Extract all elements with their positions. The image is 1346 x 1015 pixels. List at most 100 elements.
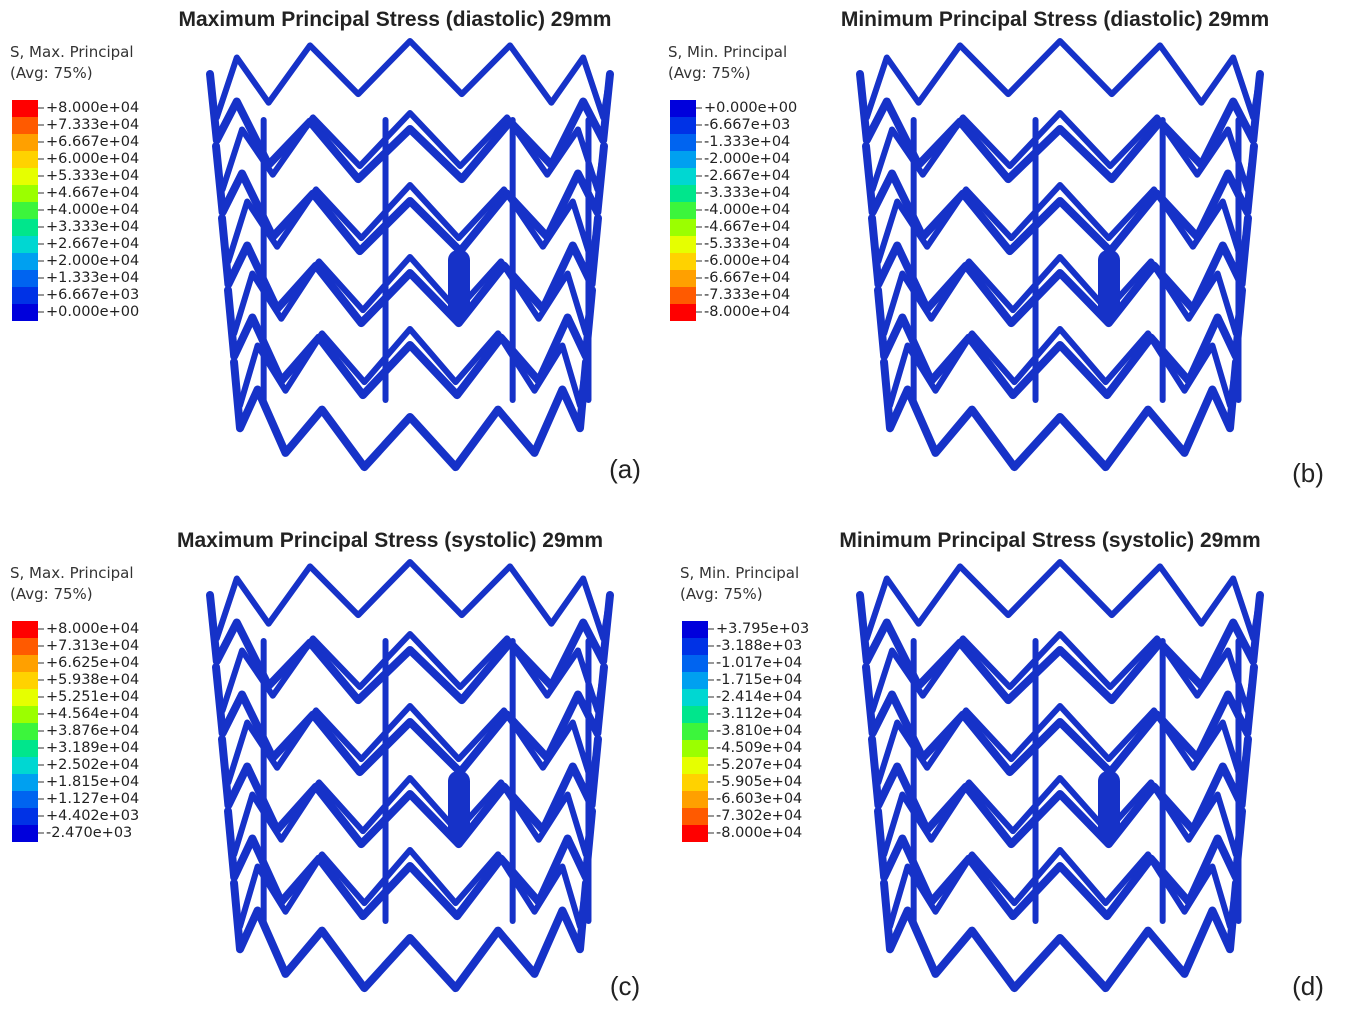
legend-swatch <box>682 672 708 689</box>
legend-swatch <box>12 134 38 151</box>
legend-title: S, Min. Principal <box>668 43 787 61</box>
legend-swatch <box>12 791 38 808</box>
stent-strut <box>860 595 1260 700</box>
legend-swatch <box>682 791 708 808</box>
legend-label: +4.000e+04 <box>46 202 139 218</box>
legend-swatch <box>670 219 696 236</box>
panel: Maximum Principal Stress (systolic) 29mm… <box>10 529 640 1001</box>
legend-swatch <box>682 689 708 706</box>
stent-strut <box>867 562 1260 639</box>
legend-subtitle: (Avg: 75%) <box>680 585 763 603</box>
legend-label: -4.509e+04 <box>716 740 802 756</box>
legend-label: -1.333e+04 <box>704 134 790 150</box>
stent-strut <box>860 74 1260 179</box>
commissure-post <box>448 771 470 841</box>
legend-label: +3.795e+03 <box>716 621 809 637</box>
legend-label: +1.815e+04 <box>46 774 139 790</box>
legend-label: -7.302e+04 <box>716 808 802 824</box>
commissure-post <box>448 250 470 320</box>
legend-title: S, Max. Principal <box>10 564 134 582</box>
legend-swatch <box>670 168 696 185</box>
legend-label: +7.313e+04 <box>46 638 139 654</box>
legend-label: -6.667e+03 <box>704 117 790 133</box>
legend-label: +3.189e+04 <box>46 740 139 756</box>
legend-label: -1.715e+04 <box>716 672 802 688</box>
panel-label: (a) <box>609 454 641 484</box>
legend-label: +3.333e+04 <box>46 219 139 235</box>
legend-swatch <box>682 655 708 672</box>
legend-swatch <box>682 706 708 723</box>
legend-title: S, Min. Principal <box>680 564 799 582</box>
legend-swatch <box>12 287 38 304</box>
legend-label: -6.667e+04 <box>704 270 790 286</box>
legend-swatch <box>682 723 708 740</box>
legend-label: +2.000e+04 <box>46 253 139 269</box>
legend-swatch <box>12 304 38 321</box>
legend-label: +0.000e+00 <box>46 304 139 320</box>
legend-label: +0.000e+00 <box>704 100 797 116</box>
legend-swatch <box>12 100 38 117</box>
legend-swatch <box>682 808 708 825</box>
legend-swatch <box>12 117 38 134</box>
stent-strut <box>867 41 1260 118</box>
legend-label: +1.127e+04 <box>46 791 139 807</box>
legend-swatch <box>670 151 696 168</box>
panel: Maximum Principal Stress (diastolic) 29m… <box>10 8 641 484</box>
legend-label: +4.402e+03 <box>46 808 139 824</box>
panel-label: (b) <box>1292 458 1324 488</box>
legend-swatch <box>682 825 708 842</box>
legend-swatch <box>12 253 38 270</box>
stent-strut <box>217 41 610 118</box>
legend-swatch <box>682 774 708 791</box>
legend-label: -6.000e+04 <box>704 253 790 269</box>
legend-swatch <box>12 168 38 185</box>
panel-title: Minimum Principal Stress (systolic) 29mm <box>839 529 1260 552</box>
legend-label: -4.667e+04 <box>704 219 790 235</box>
legend-label: -8.000e+04 <box>716 825 802 841</box>
legend-swatch <box>12 236 38 253</box>
legend-label: +4.667e+04 <box>46 185 139 201</box>
legend-swatch <box>12 672 38 689</box>
legend-swatch <box>682 638 708 655</box>
legend-label: +5.333e+04 <box>46 168 139 184</box>
legend-swatch <box>12 219 38 236</box>
legend-swatch <box>12 638 38 655</box>
legend-label: +6.667e+03 <box>46 287 139 303</box>
legend-label: +8.000e+04 <box>46 621 139 637</box>
legend-swatch <box>12 757 38 774</box>
panel-title: Maximum Principal Stress (diastolic) 29m… <box>179 8 612 31</box>
legend-label: -1.017e+04 <box>716 655 802 671</box>
legend-label: +6.625e+04 <box>46 655 139 671</box>
legend-swatch <box>670 253 696 270</box>
stent-strut <box>217 562 610 639</box>
stent-strut <box>210 595 610 700</box>
legend-label: +2.667e+04 <box>46 236 139 252</box>
commissure-post <box>1098 250 1120 320</box>
legend-label: +4.564e+04 <box>46 706 139 722</box>
panel-label: (d) <box>1292 971 1324 1001</box>
legend-swatch <box>670 287 696 304</box>
legend-label: +6.000e+04 <box>46 151 139 167</box>
legend-label: +5.938e+04 <box>46 672 139 688</box>
legend-label: -2.667e+04 <box>704 168 790 184</box>
legend-swatch <box>12 808 38 825</box>
legend-swatch <box>12 202 38 219</box>
legend-swatch <box>682 740 708 757</box>
legend-label: -3.112e+04 <box>716 706 802 722</box>
legend-subtitle: (Avg: 75%) <box>668 64 751 82</box>
panel: Minimum Principal Stress (diastolic) 29m… <box>668 8 1324 488</box>
legend-label: -3.188e+03 <box>716 638 802 654</box>
legend-swatch <box>12 185 38 202</box>
legend-label: -2.470e+03 <box>46 825 132 841</box>
legend-label: -7.333e+04 <box>704 287 790 303</box>
legend-label: +8.000e+04 <box>46 100 139 116</box>
legend-title: S, Max. Principal <box>10 43 134 61</box>
legend-swatch <box>12 621 38 638</box>
legend-swatch <box>682 621 708 638</box>
legend-swatch <box>682 757 708 774</box>
legend-swatch <box>670 117 696 134</box>
legend-label: +6.667e+04 <box>46 134 139 150</box>
panel: Minimum Principal Stress (systolic) 29mm… <box>680 529 1324 1001</box>
legend-label: -3.810e+04 <box>716 723 802 739</box>
legend-swatch <box>12 706 38 723</box>
